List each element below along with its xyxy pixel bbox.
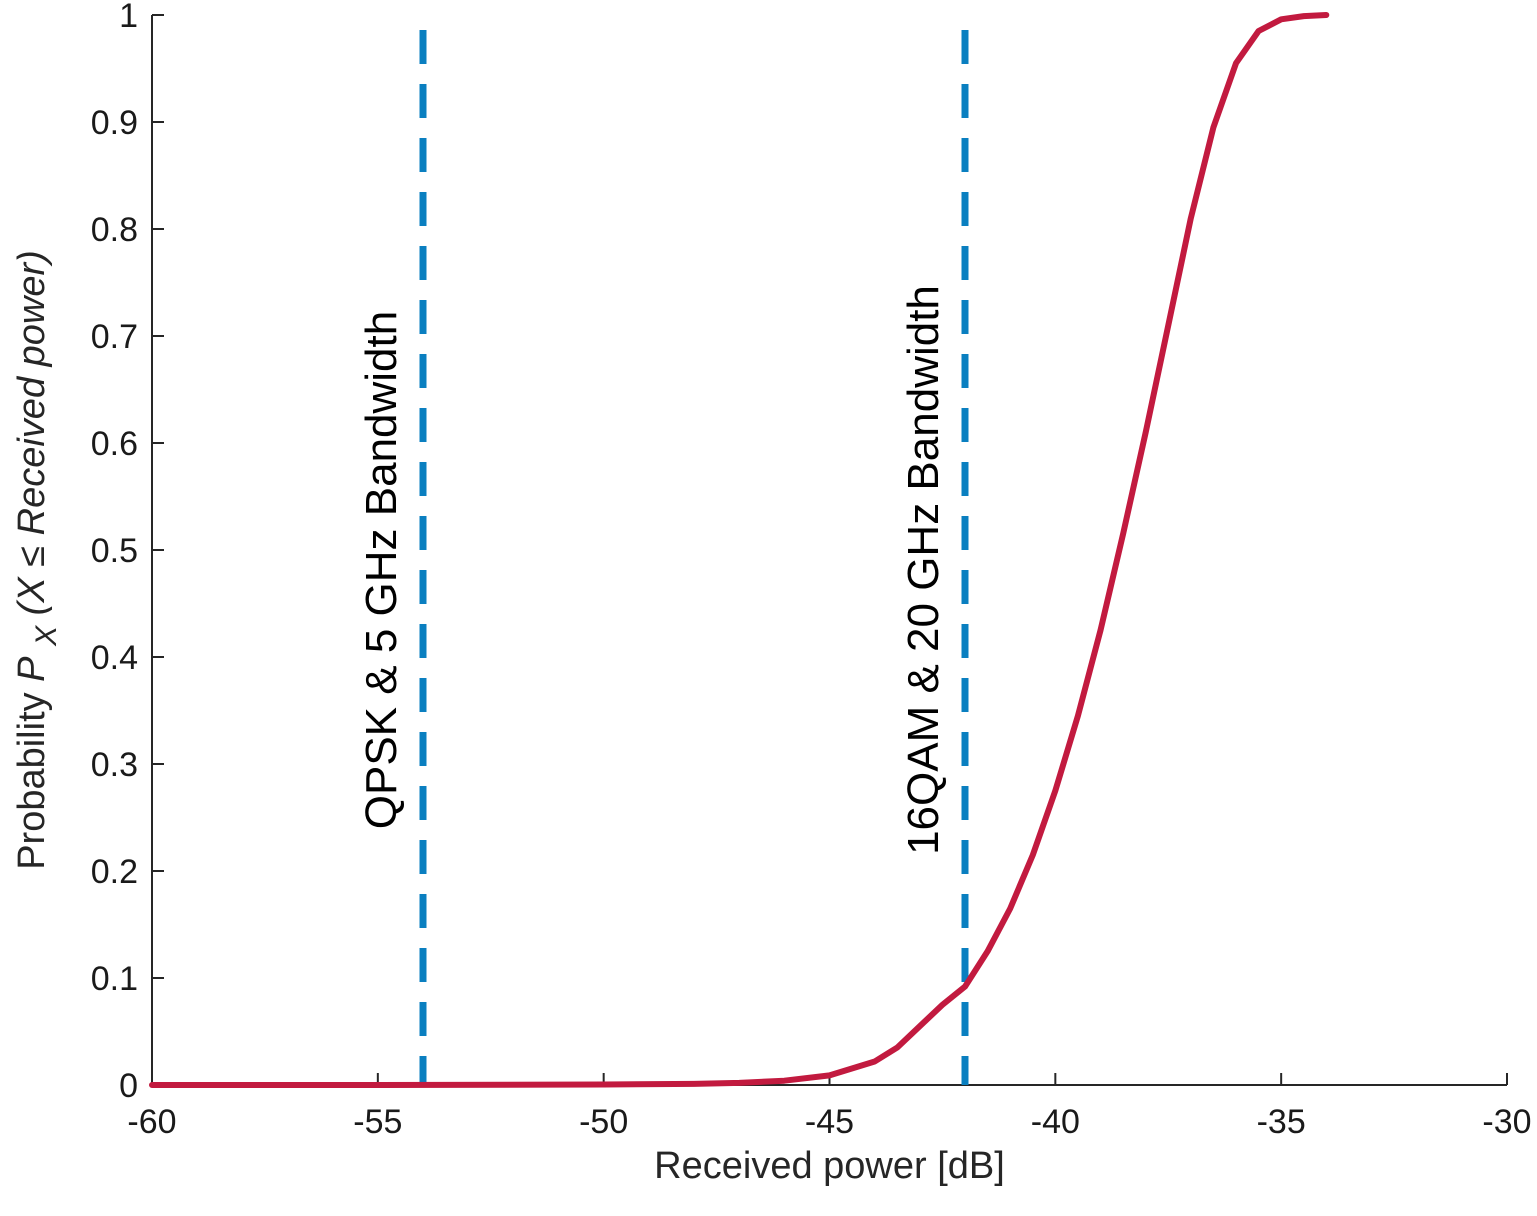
threshold-label: 16QAM & 20 GHz Bandwidth (899, 285, 948, 855)
annotations: QPSK & 5 GHz Bandwidth 16QAM & 20 GHz Ban… (357, 30, 969, 1085)
y-axis-title-rest: Received power) (11, 250, 53, 535)
y-tick-label: 0.2 (91, 853, 138, 891)
y-axis-title-prefix: Probability (11, 682, 53, 870)
y-axis-title-subscript: X (30, 625, 63, 647)
y-tick-label: 0.9 (91, 104, 138, 142)
x-ticks: -60 -55 -50 -45 -40 -35 -30 (127, 1073, 1532, 1141)
x-tick-label: -50 (579, 1103, 628, 1141)
y-tick-label: 0.6 (91, 425, 138, 463)
axes (151, 15, 1507, 1086)
x-tick-label: -45 (805, 1103, 854, 1141)
y-tick-label: 0.8 (91, 211, 138, 249)
cdf-series-line (149, 12, 1330, 1088)
y-tick-label: 0.5 (91, 532, 138, 570)
y-axis-title: Probability P X (X ≤ Received power) (11, 250, 65, 870)
x-tick-label: -60 (127, 1103, 176, 1141)
x-axis-title: Received power [dB] (654, 1145, 1005, 1187)
y-tick-label: 0.7 (91, 318, 138, 356)
threshold-label: QPSK & 5 GHz Bandwidth (357, 311, 406, 829)
y-axis-title-relation: ≤ (11, 546, 53, 567)
x-tick-label: -55 (353, 1103, 402, 1141)
y-axis-title-open: (X (11, 576, 53, 616)
y-tick-label: 0.3 (91, 746, 138, 784)
y-axis-title-symbol: P (11, 656, 53, 682)
y-tick-label: 1 (119, 0, 138, 35)
x-tick-label: -40 (1031, 1103, 1080, 1141)
y-tick-label: 0.1 (91, 960, 138, 998)
x-tick-label: -30 (1482, 1103, 1531, 1141)
y-ticks: 0 0.1 0.2 0.3 0.4 0.5 0.6 0.7 0.8 0.9 1 (91, 0, 164, 1105)
y-tick-label: 0.4 (91, 639, 138, 677)
x-tick-label: -35 (1257, 1103, 1306, 1141)
y-tick-label: 0 (119, 1067, 138, 1105)
series-group (149, 12, 1330, 1088)
